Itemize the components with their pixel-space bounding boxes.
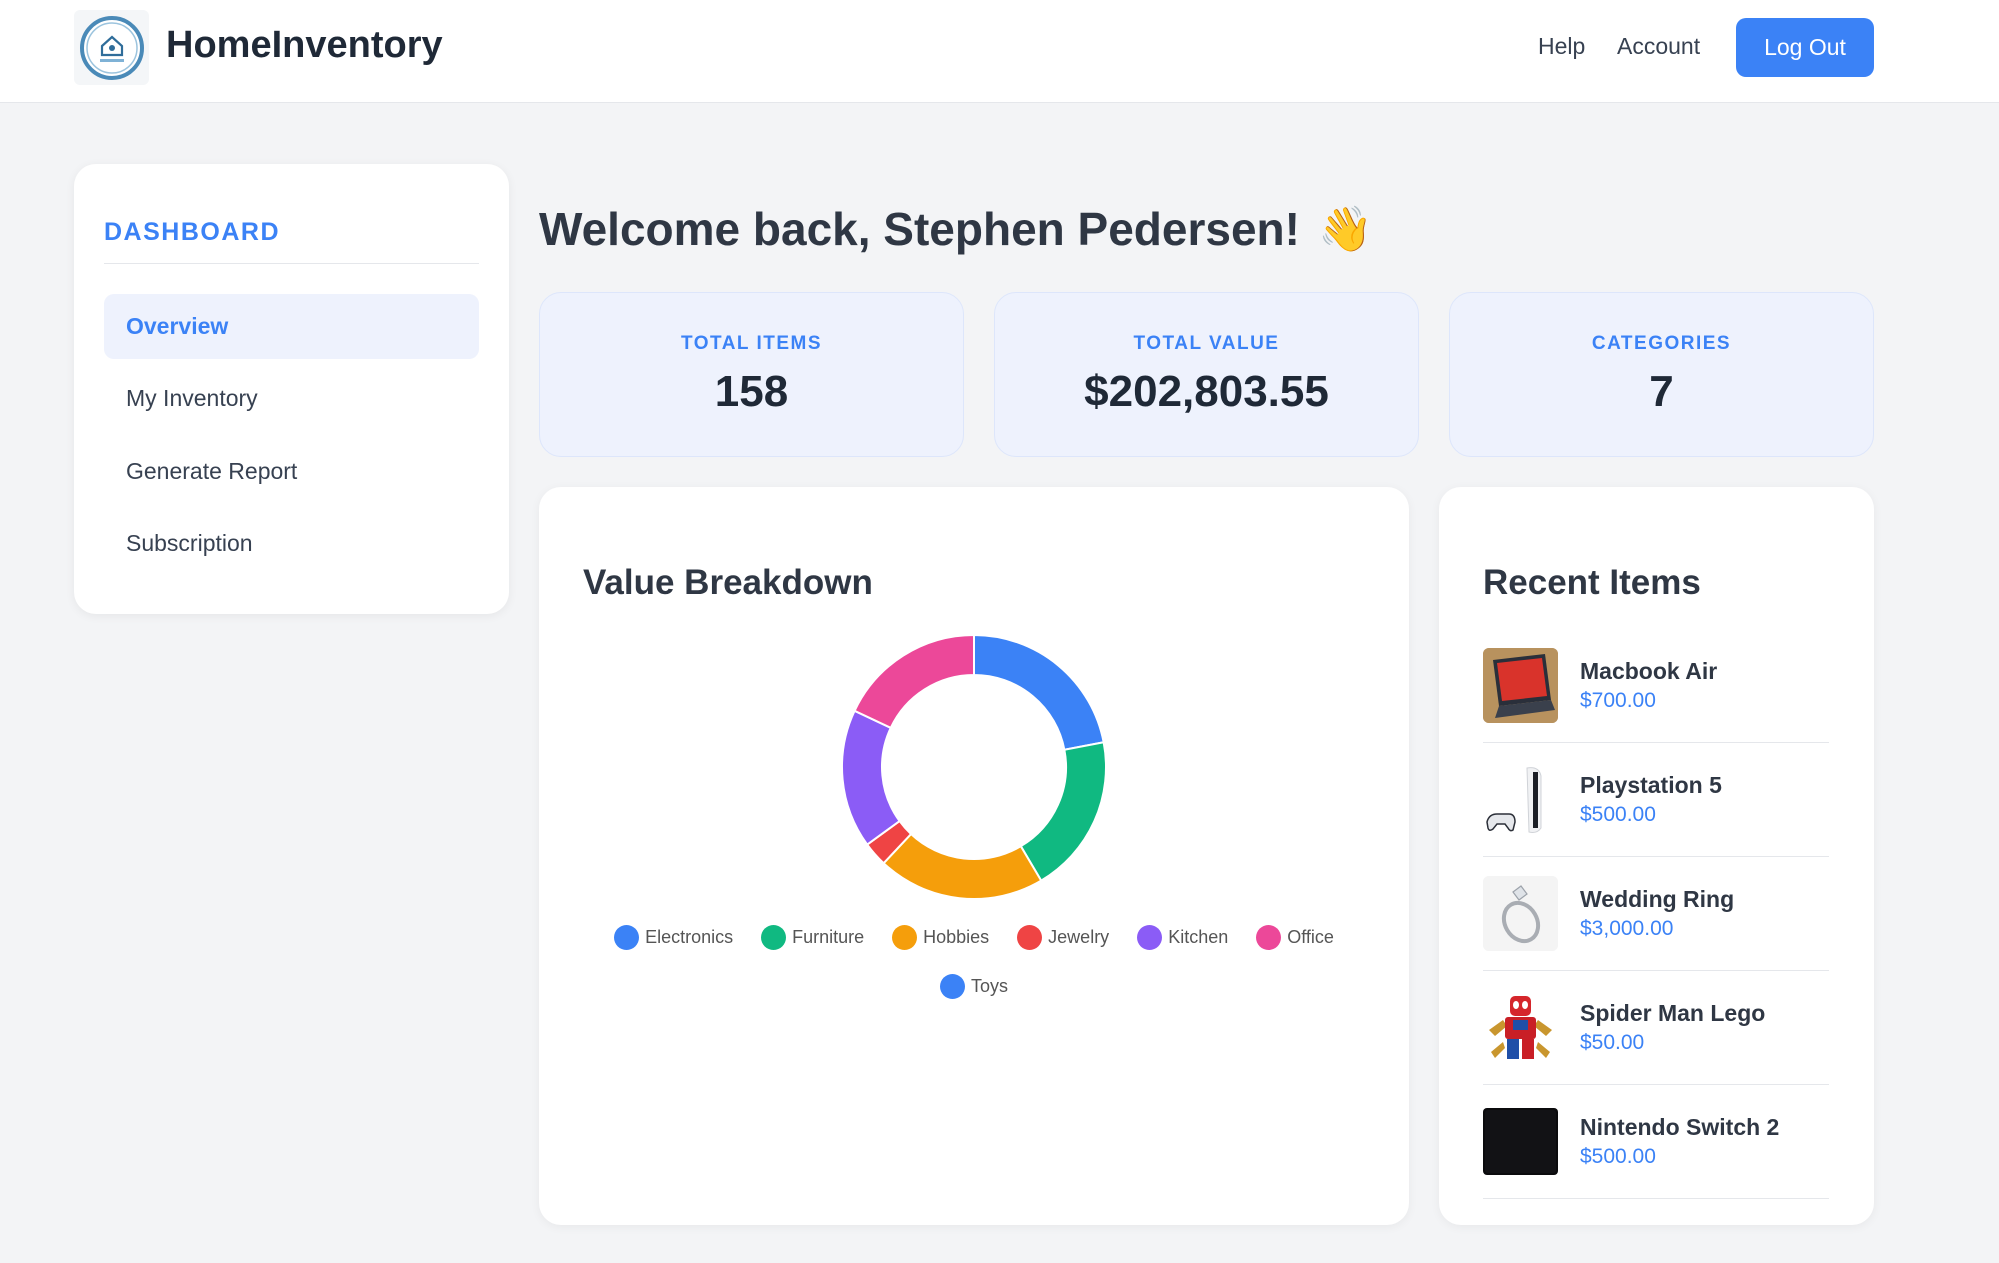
stat-label: TOTAL ITEMS: [680, 333, 823, 354]
recent-item[interactable]: Playstation 5 $500.00: [1483, 743, 1829, 857]
sidebar-item-subscription[interactable]: Subscription: [126, 530, 253, 556]
nav-help-link[interactable]: Help: [1538, 33, 1586, 59]
legend-label: Toys: [970, 976, 1008, 996]
donut-slice-hobbies[interactable]: [882, 832, 1043, 900]
ring-thumbnail-icon: [1483, 876, 1558, 951]
item-name: Nintendo Switch 2: [1580, 1114, 1780, 1140]
legend-item-jewelry[interactable]: Jewelry: [1017, 924, 1109, 951]
item-name: Wedding Ring: [1580, 886, 1735, 912]
value-breakdown-title: Value Breakdown: [583, 563, 873, 602]
switch-thumbnail-icon: [1483, 1104, 1558, 1179]
item-price: $700.00: [1580, 689, 1656, 712]
stat-value: 158: [714, 367, 789, 416]
top-navbar: HomeInventory Help Account Log Out: [0, 0, 1999, 103]
legend-swatch: [1017, 925, 1043, 950]
recent-items-list: Macbook Air $700.00 Playstation 5 $500.0…: [1483, 629, 1829, 1199]
legend-label: Jewelry: [1048, 927, 1110, 947]
recent-item[interactable]: Macbook Air $700.00: [1483, 629, 1829, 743]
legend-swatch: [1137, 925, 1163, 950]
laptop-thumbnail-icon: [1483, 648, 1558, 723]
recent-item[interactable]: Nintendo Switch 2 $500.00: [1483, 1085, 1829, 1199]
recent-item[interactable]: Spider Man Lego $50.00: [1483, 971, 1829, 1085]
donut-slice-office[interactable]: [853, 633, 975, 730]
console-thumbnail-icon: [1483, 762, 1558, 837]
legend-item-electronics[interactable]: Electronics: [614, 924, 733, 951]
legend-item-kitchen[interactable]: Kitchen: [1137, 924, 1228, 951]
legend-swatch: [939, 974, 965, 999]
item-price: $3,000.00: [1580, 917, 1674, 940]
app-logo[interactable]: [74, 10, 149, 85]
legend-label: Office: [1287, 927, 1334, 947]
waving-hand-icon: 👋: [1317, 205, 1373, 254]
stat-label: CATEGORIES: [1591, 333, 1732, 354]
legend-item-toys[interactable]: Toys: [939, 973, 1008, 1000]
legend-item-hobbies[interactable]: Hobbies: [892, 924, 989, 951]
legend-item-office[interactable]: Office: [1256, 924, 1334, 951]
item-price: $500.00: [1580, 1145, 1656, 1168]
legend-label: Hobbies: [923, 927, 990, 947]
value-breakdown-chart: [841, 633, 1107, 900]
donut-slice-kitchen[interactable]: [841, 709, 901, 846]
item-price: $50.00: [1580, 1031, 1645, 1054]
stat-value: $202,803.55: [1084, 367, 1329, 416]
stat-card-categories: CATEGORIES 7: [1449, 292, 1874, 457]
legend-swatch: [1256, 925, 1282, 950]
welcome-text: Welcome back, Stephen Pedersen!: [539, 203, 1300, 255]
sidebar: DASHBOARD Overview My Inventory Generate…: [74, 164, 509, 614]
recent-items-panel: Recent Items Macbook Air $700.00: [1439, 487, 1874, 1225]
legend-label: Kitchen: [1168, 927, 1229, 947]
legend-swatch: [614, 925, 640, 950]
recent-item[interactable]: Wedding Ring $3,000.00: [1483, 857, 1829, 971]
sidebar-item-overview[interactable]: Overview: [104, 294, 479, 359]
welcome-heading: Welcome back, Stephen Pedersen! 👋: [539, 202, 1373, 256]
legend-label: Electronics: [645, 927, 734, 947]
logout-button[interactable]: Log Out: [1736, 18, 1874, 77]
sidebar-item-generate-report[interactable]: Generate Report: [126, 458, 298, 484]
recent-items-title: Recent Items: [1483, 563, 1701, 602]
nav-account-link[interactable]: Account: [1617, 33, 1701, 59]
stat-card-total-items: TOTAL ITEMS 158: [539, 292, 964, 457]
legend-item-furniture[interactable]: Furniture: [761, 924, 864, 951]
item-name: Spider Man Lego: [1580, 1000, 1766, 1026]
legend-swatch: [892, 925, 918, 950]
chart-legend: Electronics Furniture Hobbies Jewelry Kitche…: [599, 924, 1349, 1000]
legend-label: Furniture: [792, 927, 865, 947]
stat-label: TOTAL VALUE: [1133, 333, 1280, 354]
value-breakdown-panel: Value Breakdown Electronics Furniture Hobb…: [539, 487, 1409, 1225]
house-logo-icon: [79, 15, 144, 80]
stat-card-total-value: TOTAL VALUE $202,803.55: [994, 292, 1419, 457]
stat-value: 7: [1649, 367, 1674, 416]
item-name: Playstation 5: [1580, 772, 1722, 798]
sidebar-divider: [104, 263, 479, 264]
sidebar-title: DASHBOARD: [104, 218, 280, 246]
donut-slice-furniture[interactable]: [1019, 741, 1107, 882]
lego-figure-thumbnail-icon: [1483, 990, 1558, 1065]
item-name: Macbook Air: [1580, 658, 1718, 684]
donut-slice-electronics[interactable]: [973, 633, 1105, 751]
legend-swatch: [761, 925, 787, 950]
sidebar-item-my-inventory[interactable]: My Inventory: [126, 385, 258, 411]
item-price: $500.00: [1580, 803, 1656, 826]
brand-name[interactable]: HomeInventory: [166, 24, 443, 66]
